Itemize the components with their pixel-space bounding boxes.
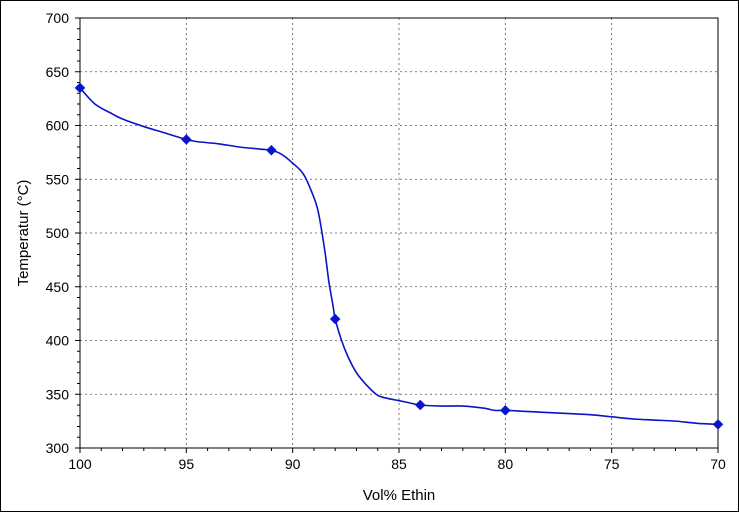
data-point-marker [499,405,511,416]
x-axis-tick-labels: 100 95 90 85 80 75 70 [68,456,726,472]
axis-ticks [75,17,719,453]
x-tick-label: 85 [391,456,407,472]
y-tick-label: 350 [46,386,70,402]
y-tick-label: 500 [46,225,70,241]
y-tick-label: 300 [46,440,70,456]
data-point-marker [266,144,277,156]
data-point-marker [329,313,341,325]
data-point-marker [712,418,724,430]
series-line [79,87,719,426]
y-tick-label: 550 [46,171,70,187]
data-point-marker [414,399,426,411]
y-axis-title: Temperatur (°C) [15,180,32,287]
data-point-marker [180,134,192,145]
x-axis-title: Vol% Ethin [363,487,436,504]
x-tick-label: 95 [179,456,195,472]
x-tick-label: 90 [285,456,301,472]
y-tick-label: 650 [46,64,70,80]
x-tick-label: 70 [710,456,726,472]
y-tick-label: 400 [46,333,70,349]
series-markers [74,82,724,430]
grid [80,18,718,448]
y-tick-label: 450 [46,279,70,295]
y-axis-tick-labels: 300 350 400 450 500 550 600 650 700 [46,10,70,456]
x-tick-label: 80 [498,456,514,472]
data-point-marker [74,82,86,94]
x-tick-label: 100 [68,456,92,472]
x-tick-label: 75 [604,456,620,472]
y-tick-label: 700 [46,10,70,26]
y-tick-label: 600 [46,118,70,134]
